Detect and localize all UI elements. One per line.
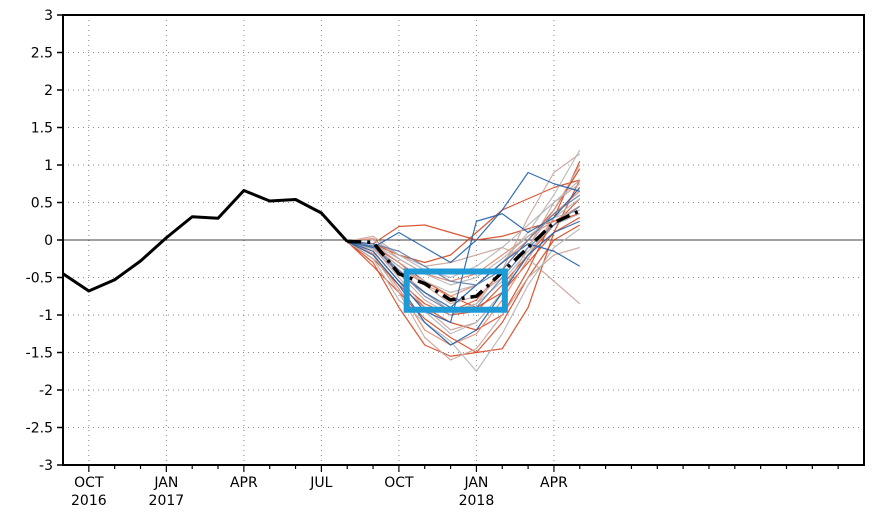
x-tick-label: OCT: [384, 475, 414, 491]
y-tick-label: 2: [44, 83, 53, 99]
x-tick-label: JUL: [309, 475, 332, 491]
y-tick-label: 0.5: [31, 196, 53, 212]
y-tick-label: 3: [44, 8, 53, 24]
x-tick-label: JAN: [463, 475, 488, 491]
ensemble-member-line: [346, 228, 581, 372]
y-tick-label: 1: [44, 158, 53, 174]
y-axis: 3 2.5 2 1.5 1 0.5 0 -0.5 -1 -1.5 -2 -2.5 -3: [26, 8, 63, 474]
y-tick-label: -1: [39, 308, 53, 324]
x-axis: OCT 2016 JAN 2017 APR JUL OCT JAN 2018 APR: [71, 465, 839, 509]
y-tick-label: 0: [44, 233, 53, 249]
ensemble-member-line: [347, 171, 580, 264]
y-tick-label: -2: [39, 383, 53, 399]
observed-series-line: [62, 189, 349, 293]
highlight-box: [403, 268, 508, 313]
x-tick-year-label: 2018: [459, 493, 495, 509]
y-tick-label: -1.5: [26, 346, 53, 362]
ensemble-member-line: [347, 194, 581, 286]
ensemble-member-line: [346, 220, 581, 346]
y-tick-label: -0.5: [26, 271, 53, 287]
x-tick-year-label: 2016: [71, 493, 107, 509]
y-tick-label: 2.5: [31, 46, 53, 62]
ensemble-member-line: [347, 164, 581, 305]
ensemble-members: [346, 149, 581, 372]
x-tick-label: OCT: [74, 475, 104, 491]
y-tick-label: -3: [39, 458, 53, 474]
y-tick-label: 1.5: [31, 121, 53, 137]
x-tick-year-label: 2017: [149, 493, 185, 509]
x-tick-label: JAN: [153, 475, 178, 491]
x-tick-label: APR: [540, 475, 568, 491]
grid: [63, 15, 864, 465]
ensemble-member-line: [347, 235, 581, 305]
y-tick-label: -2.5: [26, 421, 53, 437]
ensemble-mean-line: [347, 209, 581, 302]
x-tick-label: APR: [230, 475, 258, 491]
